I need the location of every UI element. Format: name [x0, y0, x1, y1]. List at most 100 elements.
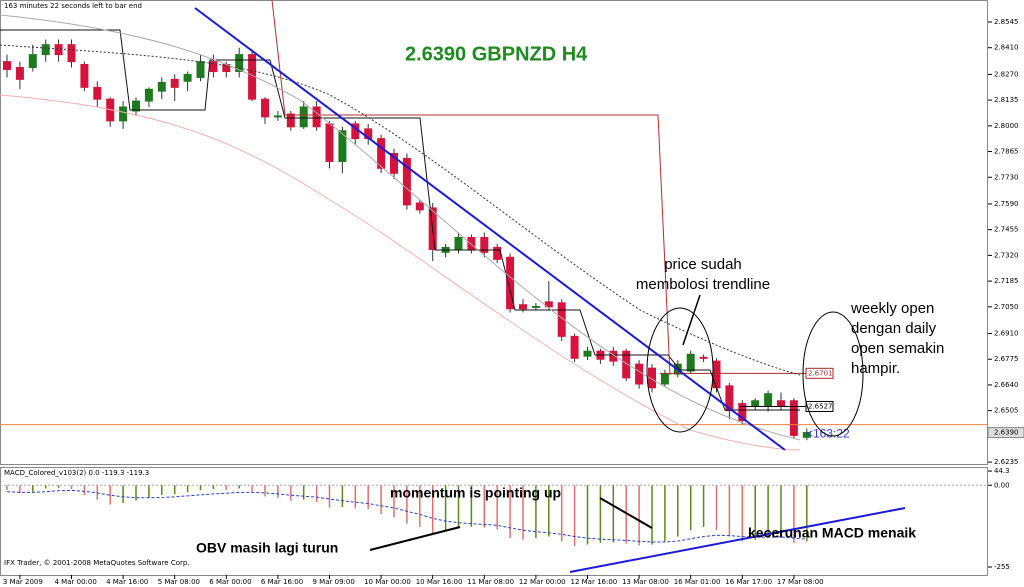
trendline	[194, 7, 786, 451]
x-tick-label: 16 Mar 17:00	[725, 578, 772, 586]
candle-body	[725, 385, 734, 412]
daily-open-line	[0, 29, 800, 411]
candle-body	[312, 106, 321, 128]
x-tick-label: 17 Mar 08:00	[777, 578, 824, 586]
weekly-open-line	[271, 0, 671, 376]
y-tick-label: 2.7320	[994, 251, 1019, 259]
candle-body	[67, 44, 76, 63]
candle-body	[273, 115, 282, 118]
annotation: dengan daily	[851, 320, 937, 337]
level-box	[805, 367, 834, 379]
candle-body	[506, 256, 515, 310]
candle-body	[170, 78, 179, 88]
annotation: membolosi trendline	[636, 276, 770, 293]
level-label: 2.6527	[808, 402, 833, 410]
candle-body	[157, 81, 166, 92]
pointer	[369, 526, 461, 551]
x-tick-label: 4 Mar 16:00	[106, 578, 148, 586]
annotation: open semakin	[851, 340, 944, 357]
candle-body	[467, 236, 476, 250]
x-tick-label: 13 Mar 08:00	[622, 578, 669, 586]
y-tick-label: 2.6640	[994, 381, 1019, 389]
y-tick-label: 2.8000	[994, 122, 1019, 130]
band-line	[0, 94, 801, 451]
y-tick-label: 2.8135	[994, 96, 1019, 104]
candle-body	[235, 54, 244, 73]
pointer	[599, 497, 653, 529]
candle-body	[544, 301, 553, 308]
y-tick-label: 2.7590	[994, 200, 1019, 208]
timer: 163 minutes 22 seconds left to bar end	[4, 2, 142, 10]
candle-body	[712, 360, 721, 389]
candle-body	[80, 63, 89, 88]
level-label: 2.6701	[808, 369, 833, 377]
candle-body	[609, 350, 618, 362]
candle-body	[648, 367, 656, 389]
candle-body	[531, 305, 540, 308]
annotation: price sudah	[664, 256, 742, 273]
candle-body	[390, 152, 398, 174]
candle-body	[454, 236, 463, 250]
candle-body	[738, 403, 747, 422]
x-tick-label: 3 Mar 2009	[3, 578, 43, 586]
level-box	[805, 400, 834, 412]
ellipse	[646, 307, 714, 433]
y-tick-label: 2.6910	[994, 329, 1019, 337]
candle-body	[3, 61, 11, 70]
overlays	[0, 0, 906, 573]
candle-body	[660, 373, 669, 385]
x-tick-label: 4 Mar 00:00	[55, 578, 97, 586]
y-tick-label: 2.7185	[994, 277, 1019, 285]
candle-body	[570, 335, 579, 359]
x-tick-label: 12 Mar 00:00	[519, 578, 566, 586]
candle-body	[54, 44, 63, 56]
candle-body	[583, 350, 592, 357]
macd-title: MACD_Colored_v103(2) 0.0 -119.3 -119.3	[4, 469, 149, 477]
candle-body	[635, 363, 644, 385]
x-tick-label: 16 Mar 01:00	[674, 578, 721, 586]
chart-title: 2.6390 GBPNZD H4	[405, 43, 588, 65]
x-tick-label: 9 Mar 09:00	[313, 578, 355, 586]
candle-body	[764, 393, 773, 407]
candle-body	[28, 54, 37, 69]
x-tick-label: 6 Mar 00:00	[209, 578, 251, 586]
y-tick-label: 2.8545	[994, 18, 1019, 26]
x-tick-label: 11 Mar 08:00	[467, 578, 514, 586]
candle-body	[622, 350, 631, 379]
candle-body	[299, 106, 308, 128]
candle-body	[144, 88, 153, 102]
annotation: kecerunan MACD menaik	[748, 525, 916, 541]
x-tick-label: 10 Mar 00:00	[364, 578, 411, 586]
candle-body	[686, 353, 695, 372]
y-tick-label: 2.6775	[994, 355, 1019, 363]
y-tick-label: 2.6235	[994, 458, 1019, 466]
candle-body	[41, 44, 50, 56]
x-tick-label: 6 Mar 16:00	[261, 578, 303, 586]
annotation: hampir.	[851, 360, 900, 377]
y-tick-label: 2.7730	[994, 173, 1019, 181]
bid-box	[987, 427, 1024, 439]
copyright: IFX Trader, © 2001-2008 MetaQuotes Softw…	[4, 559, 190, 567]
ellipse	[802, 311, 864, 437]
candle-body	[325, 123, 334, 162]
macd-trendline	[569, 507, 906, 573]
candle-body	[93, 86, 102, 100]
y-tick-label: 2.7455	[994, 226, 1019, 234]
candle-body	[183, 73, 192, 82]
y-tick-label: 44.3	[994, 467, 1010, 475]
y-tick-label: 2.6505	[994, 407, 1019, 415]
candle-body	[132, 100, 140, 112]
moving-average	[0, 14, 801, 441]
candle-body	[699, 356, 708, 359]
annotation: momentum is pointing up	[390, 485, 561, 501]
countdown: <163:22	[806, 427, 850, 441]
y-tick-label: -255	[994, 563, 1010, 571]
candle-body	[415, 202, 424, 211]
x-tick-label: 12 Mar 16:00	[571, 578, 618, 586]
bid-label: 2.6390	[994, 429, 1019, 437]
candle-body	[119, 106, 128, 122]
candle-body	[286, 113, 295, 128]
y-tick-label: 2.7865	[994, 148, 1019, 156]
y-tick-label: 2.8410	[994, 44, 1019, 52]
candle-body	[402, 157, 411, 206]
